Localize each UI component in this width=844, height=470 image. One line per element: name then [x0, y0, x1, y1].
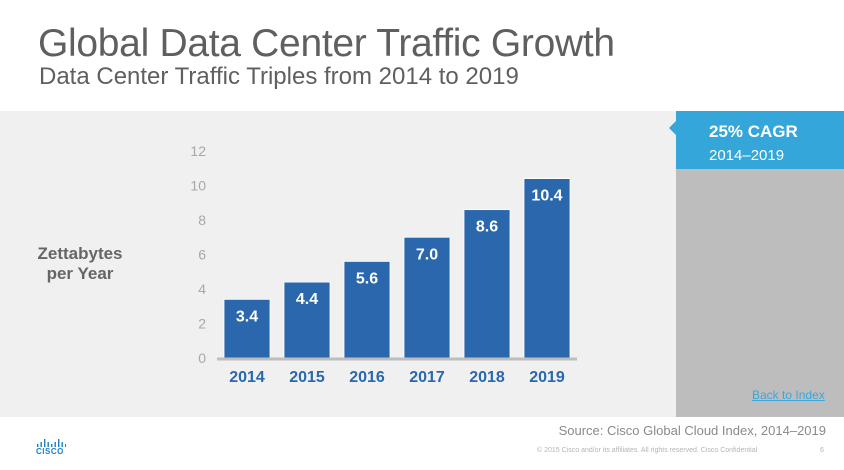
- y-tick-label: 6: [198, 247, 206, 263]
- cagr-callout: 25% CAGR 2014–2019: [669, 111, 844, 169]
- x-tick-label: 2019: [529, 369, 565, 386]
- y-tick-label: 12: [190, 143, 206, 159]
- data-label: 3.4: [236, 308, 258, 325]
- callout-title: 25% CAGR: [709, 122, 798, 141]
- bar-2014: [223, 298, 271, 359]
- y-tick-label: 10: [190, 178, 206, 194]
- callout-period: 2014–2019: [709, 147, 785, 164]
- page-number: 6: [820, 447, 824, 454]
- callout-pointer-icon: [669, 121, 676, 135]
- data-label: 7.0: [416, 246, 438, 263]
- data-label: 8.6: [476, 219, 498, 236]
- page-title: Global Data Center Traffic Growth: [38, 22, 615, 65]
- x-tick-label: 2017: [409, 369, 445, 386]
- y-tick-label: 8: [198, 212, 206, 228]
- y-tick-label: 2: [198, 316, 206, 332]
- bar-2019: [523, 178, 571, 359]
- x-ticks: 2014 2015 2016 2017 2018 2019: [229, 369, 565, 386]
- y-tick-label: 4: [198, 281, 206, 297]
- x-tick-label: 2015: [289, 369, 325, 386]
- cisco-logo: CISCO: [36, 436, 66, 458]
- y-tick-label: 0: [198, 350, 206, 366]
- y-axis-label: Zettabytes per Year: [37, 244, 123, 283]
- bar-2018: [463, 209, 511, 359]
- x-tick-label: 2014: [229, 369, 265, 386]
- copyright-text: © 2015 Cisco and/or its affiliates. All …: [537, 447, 758, 454]
- data-label: 5.6: [356, 270, 378, 287]
- page-subtitle: Data Center Traffic Triples from 2014 to…: [39, 63, 519, 90]
- bar-2015: [283, 281, 331, 359]
- bars: 3.4 4.4 5.6 7.0 8.6 10.4: [223, 178, 571, 359]
- y-ticks: 0 2 4 6 8 10 12: [190, 143, 206, 366]
- source-note: Source: Cisco Global Cloud Index, 2014–2…: [558, 423, 826, 438]
- data-label: 4.4: [296, 291, 318, 308]
- cisco-bars-icon: [37, 439, 66, 447]
- data-label: 10.4: [531, 188, 562, 205]
- back-to-index-link[interactable]: Back to Index: [752, 388, 825, 402]
- x-tick-label: 2018: [469, 369, 505, 386]
- logo-wordmark: CISCO: [36, 447, 64, 456]
- x-tick-label: 2016: [349, 369, 385, 386]
